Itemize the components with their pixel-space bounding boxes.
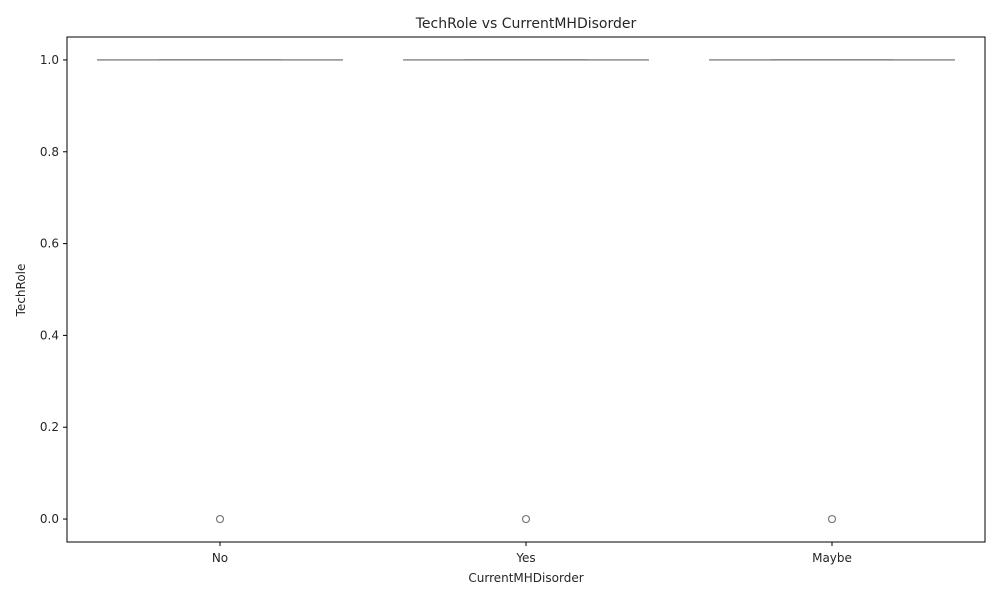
y-tick-label: 0.0	[40, 512, 59, 526]
outlier-point	[217, 516, 224, 523]
outlier-point	[523, 516, 530, 523]
box-group-maybe	[710, 60, 955, 523]
chart-title: TechRole vs CurrentMHDisorder	[415, 16, 637, 32]
y-axis-ticks: 0.0 0.2 0.4 0.6 0.8 1.0	[40, 53, 67, 526]
y-tick-label: 0.4	[40, 328, 59, 342]
x-tick-label: Maybe	[812, 551, 852, 565]
y-tick-label: 0.8	[40, 145, 59, 159]
outlier-point	[829, 516, 836, 523]
box-group-no	[98, 60, 343, 523]
x-tick-label: No	[212, 551, 228, 565]
box-group-yes	[404, 60, 649, 523]
x-axis-label: CurrentMHDisorder	[468, 571, 583, 585]
x-axis-ticks: No Yes Maybe	[212, 542, 852, 565]
plot-area	[98, 60, 955, 523]
y-axis-label: TechRole	[14, 264, 28, 318]
y-tick-label: 1.0	[40, 53, 59, 67]
y-tick-label: 0.6	[40, 237, 59, 251]
y-tick-label: 0.2	[40, 420, 59, 434]
axes-frame	[67, 37, 985, 542]
x-tick-label: Yes	[515, 551, 535, 565]
